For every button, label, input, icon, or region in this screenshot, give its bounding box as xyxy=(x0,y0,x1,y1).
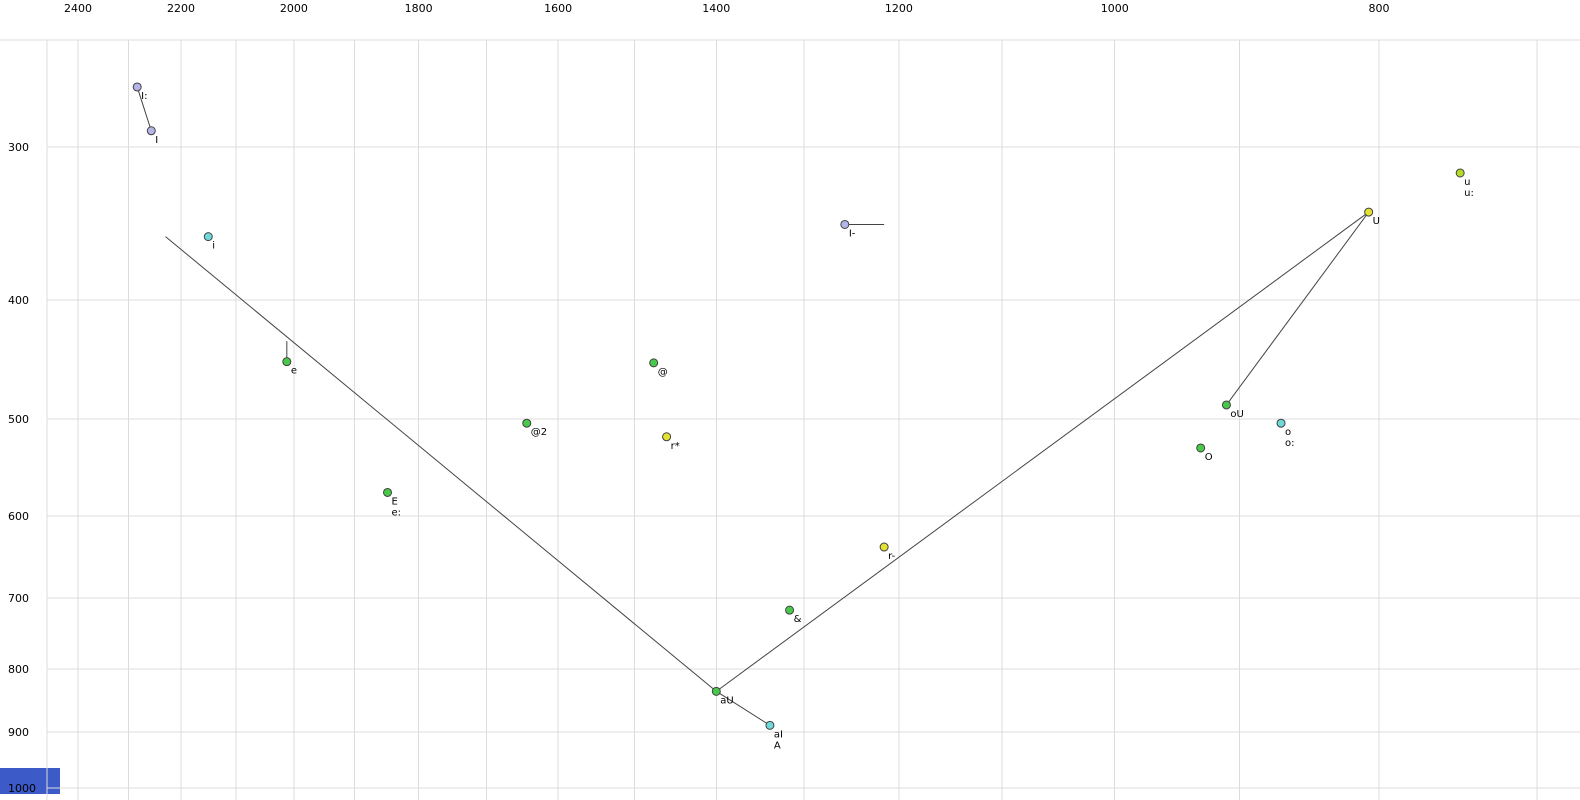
vowel-point-1[interactable] xyxy=(146,126,156,136)
y-axis-tick-label: 500 xyxy=(8,413,29,426)
x-axis-tick-label: 1600 xyxy=(544,2,572,15)
y-axis-tick-label: 600 xyxy=(8,510,29,523)
vowel-label: r* xyxy=(671,441,680,452)
vowel-label: I- xyxy=(849,228,856,239)
y-axis-tick-label: 700 xyxy=(8,592,29,605)
x-axis-tick-label: 1800 xyxy=(405,2,433,15)
vowel-label: e: xyxy=(392,507,402,518)
y-axis-tick-label: 300 xyxy=(8,141,29,154)
vowel-point-7[interactable] xyxy=(662,432,672,442)
corner-blue-rectangle xyxy=(0,768,60,794)
vowel-label: e xyxy=(291,366,297,377)
vowel-point-17[interactable] xyxy=(1196,443,1206,453)
x-axis-tick-label: 2200 xyxy=(167,2,195,15)
vowel-label: aU xyxy=(720,695,733,706)
trajectory-left-arm xyxy=(165,236,717,692)
vowel-label: U xyxy=(1373,216,1380,227)
x-axis-tick-label: 1400 xyxy=(702,2,730,15)
x-axis-tick-label: 800 xyxy=(1369,2,1390,15)
vowel-point-9[interactable] xyxy=(879,542,889,552)
x-axis-tick-label: 1000 xyxy=(1101,2,1129,15)
vowel-label: E xyxy=(392,496,398,507)
vowel-label: I: xyxy=(141,91,147,102)
vowel-point-11[interactable] xyxy=(711,686,721,696)
vowel-point-5[interactable] xyxy=(522,418,532,428)
vowel-point-13[interactable] xyxy=(1364,207,1374,217)
vowel-label: @2 xyxy=(531,427,547,438)
vowel-point-10[interactable] xyxy=(785,605,795,615)
x-axis-tick-label: 2400 xyxy=(64,2,92,15)
vowel-label: u: xyxy=(1464,188,1474,199)
y-axis-tick-label: 800 xyxy=(8,663,29,676)
connector-I:-to-I xyxy=(136,86,152,131)
vowel-label: oU xyxy=(1230,409,1243,420)
vowel-label: I xyxy=(155,135,158,146)
vowel-label: A xyxy=(774,740,781,751)
x-axis-tick-label: 1200 xyxy=(885,2,913,15)
vowel-point-0[interactable] xyxy=(132,82,142,92)
vowel-point-3[interactable] xyxy=(282,357,292,367)
trajectory-aU-to-U xyxy=(715,211,1369,692)
connector-aU-to-aI xyxy=(716,690,771,726)
vowel-label: r- xyxy=(888,551,895,562)
y-axis-tick-label: 400 xyxy=(8,294,29,307)
trajectory-U-to-oU xyxy=(1226,211,1370,406)
vowel-point-2[interactable] xyxy=(203,232,213,242)
vowel-label: u xyxy=(1464,177,1470,188)
vowel-point-12[interactable] xyxy=(765,720,775,730)
vowel-point-15[interactable] xyxy=(1221,400,1231,410)
vowel-label: aI xyxy=(774,729,783,740)
vowel-label: o: xyxy=(1285,438,1295,449)
vowel-point-14[interactable] xyxy=(1455,168,1465,178)
vowel-point-4[interactable] xyxy=(383,487,393,497)
vowel-label: O xyxy=(1205,452,1213,463)
vowel-label: & xyxy=(794,614,802,625)
y-axis-tick-label: 900 xyxy=(8,726,29,739)
vowel-label: @ xyxy=(658,367,668,378)
vowel-point-8[interactable] xyxy=(840,219,850,229)
vowel-label: o xyxy=(1285,427,1291,438)
vowel-point-16[interactable] xyxy=(1276,418,1286,428)
y-axis-tick-label: 1000 xyxy=(8,782,36,795)
vowel-point-6[interactable] xyxy=(649,358,659,368)
vowel-label: i xyxy=(212,241,215,252)
x-axis-tick-label: 2000 xyxy=(280,2,308,15)
